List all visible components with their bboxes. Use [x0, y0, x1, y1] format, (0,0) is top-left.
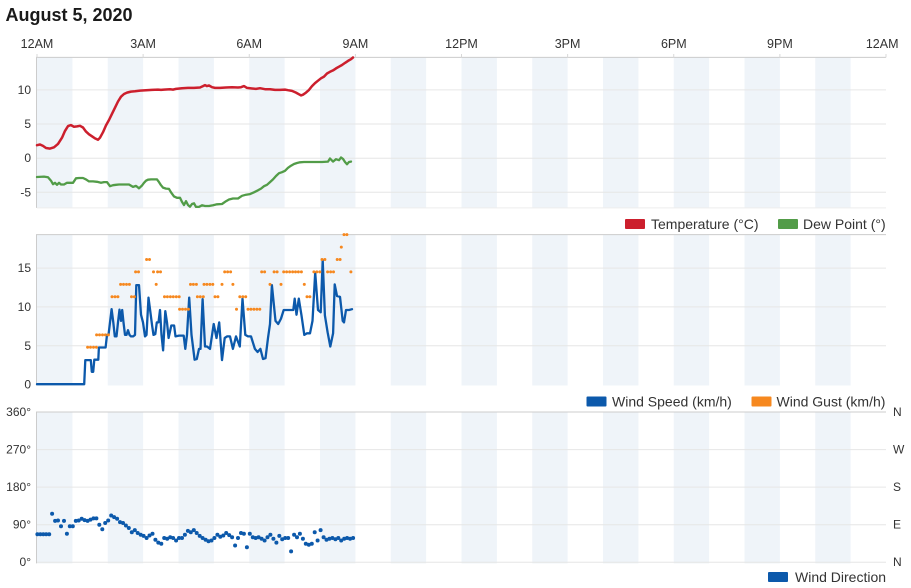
svg-text:270°: 270°	[6, 443, 31, 457]
svg-text:10: 10	[18, 83, 32, 97]
svg-text:6PM: 6PM	[661, 37, 687, 51]
svg-text:12PM: 12PM	[445, 37, 478, 51]
svg-text:Temperature (°C): Temperature (°C)	[651, 216, 759, 232]
svg-text:0: 0	[24, 151, 31, 165]
svg-text:-5: -5	[20, 185, 31, 199]
svg-text:15: 15	[18, 261, 32, 275]
svg-text:9PM: 9PM	[767, 37, 793, 51]
svg-text:0: 0	[24, 378, 31, 392]
svg-text:9AM: 9AM	[343, 37, 369, 51]
svg-text:N: N	[893, 405, 902, 419]
svg-text:180°: 180°	[6, 480, 31, 494]
svg-text:S: S	[893, 480, 901, 494]
svg-text:3PM: 3PM	[555, 37, 581, 51]
svg-text:12AM: 12AM	[866, 37, 899, 51]
svg-text:90°: 90°	[13, 518, 31, 532]
svg-text:10: 10	[18, 300, 32, 314]
svg-text:3AM: 3AM	[130, 37, 156, 51]
svg-text:5: 5	[24, 117, 31, 131]
svg-text:August 5, 2020: August 5, 2020	[6, 5, 133, 25]
svg-text:360°: 360°	[6, 405, 31, 419]
svg-text:Wind Speed (km/h): Wind Speed (km/h)	[612, 394, 732, 410]
svg-text:N: N	[893, 555, 902, 569]
svg-text:Wind Gust (km/h): Wind Gust (km/h)	[777, 394, 886, 410]
svg-text:Wind Direction: Wind Direction	[795, 569, 886, 583]
svg-text:6AM: 6AM	[236, 37, 262, 51]
svg-text:W: W	[893, 443, 905, 457]
svg-text:12AM: 12AM	[21, 37, 54, 51]
svg-text:0°: 0°	[20, 555, 32, 569]
svg-text:Dew Point (°): Dew Point (°)	[803, 216, 886, 232]
svg-text:E: E	[893, 518, 901, 532]
svg-text:5: 5	[24, 339, 31, 353]
